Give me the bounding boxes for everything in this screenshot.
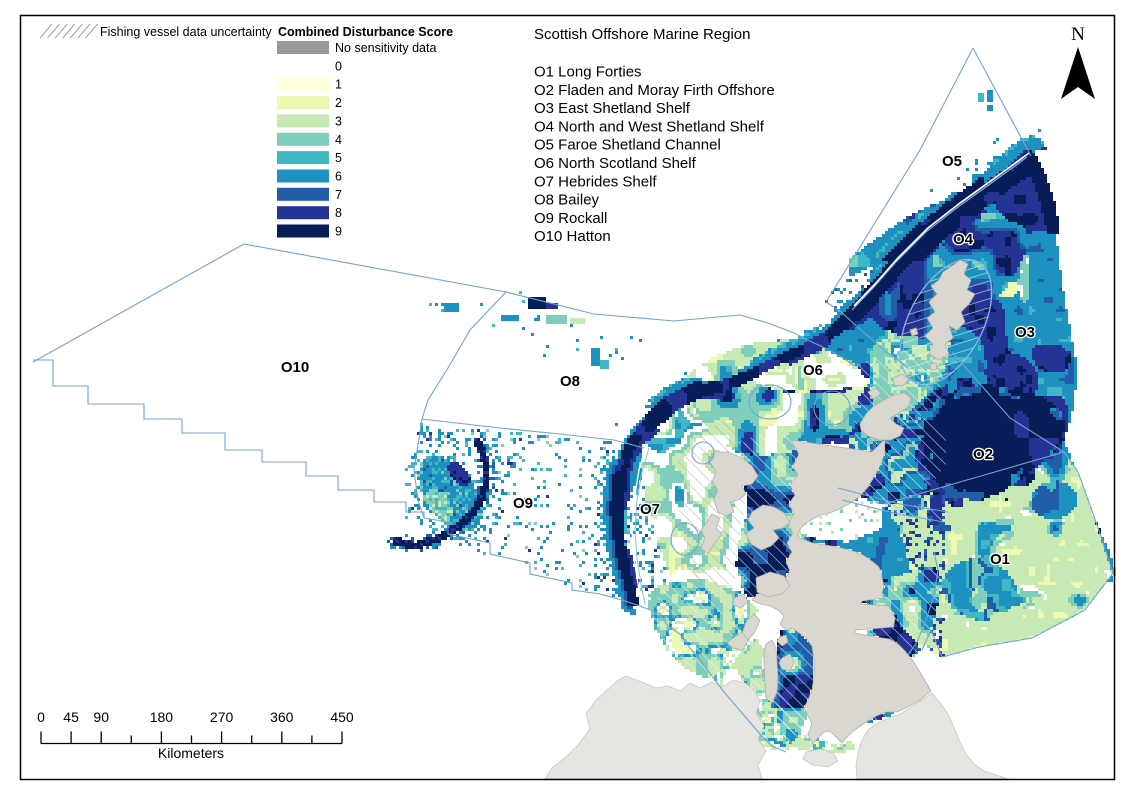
svg-text:O4 North and West Shetland She: O4 North and West Shetland Shelf — [534, 118, 765, 135]
svg-text:270: 270 — [210, 709, 234, 725]
svg-text:O7 Hebrides Shelf: O7 Hebrides Shelf — [534, 173, 657, 190]
svg-text:360: 360 — [270, 709, 294, 725]
svg-text:Scottish Offshore Marine Regio: Scottish Offshore Marine Region — [534, 26, 751, 43]
svg-text:9: 9 — [335, 225, 342, 239]
svg-text:O7: O7 — [640, 501, 660, 518]
svg-text:O9 Rockall: O9 Rockall — [534, 210, 607, 227]
svg-text:450: 450 — [330, 709, 354, 725]
svg-text:O2: O2 — [973, 446, 993, 463]
svg-text:O8: O8 — [560, 373, 580, 390]
svg-text:8: 8 — [335, 206, 342, 220]
svg-text:90: 90 — [93, 709, 109, 725]
svg-text:O6 North Scotland Shelf: O6 North Scotland Shelf — [534, 155, 697, 172]
svg-text:4: 4 — [335, 133, 342, 147]
svg-text:6: 6 — [335, 170, 342, 184]
svg-text:3: 3 — [335, 114, 342, 128]
svg-text:O9: O9 — [513, 495, 533, 512]
svg-text:1: 1 — [335, 78, 342, 92]
svg-text:Combined Disturbance Score: Combined Disturbance Score — [278, 25, 453, 39]
svg-text:Kilometers: Kilometers — [158, 745, 224, 761]
svg-text:180: 180 — [150, 709, 174, 725]
svg-text:N: N — [1071, 24, 1085, 45]
svg-text:O5 Faroe Shetland Channel: O5 Faroe Shetland Channel — [534, 137, 721, 154]
svg-text:0: 0 — [37, 709, 45, 725]
svg-text:O10 Hatton: O10 Hatton — [534, 228, 611, 245]
svg-text:O1 Long Forties: O1 Long Forties — [534, 64, 642, 81]
svg-text:45: 45 — [63, 709, 79, 725]
svg-text:2: 2 — [335, 96, 342, 110]
svg-text:No sensitivity data: No sensitivity data — [335, 41, 436, 55]
svg-text:O3: O3 — [1015, 324, 1035, 341]
svg-text:O8 Bailey: O8 Bailey — [534, 192, 600, 209]
svg-text:Fishing vessel data uncertaint: Fishing vessel data uncertainty — [100, 25, 272, 39]
svg-text:O2 Fladen and Moray Firth Offs: O2 Fladen and Moray Firth Offshore — [534, 82, 775, 99]
svg-text:5: 5 — [335, 151, 342, 165]
svg-text:7: 7 — [335, 188, 342, 202]
svg-text:O4: O4 — [953, 231, 974, 248]
svg-text:O3 East Shetland Shelf: O3 East Shetland Shelf — [534, 100, 691, 117]
svg-text:0: 0 — [335, 59, 342, 73]
svg-text:O10: O10 — [281, 359, 309, 376]
svg-text:O5: O5 — [942, 153, 962, 170]
svg-text:O6: O6 — [803, 362, 823, 379]
svg-text:O1: O1 — [990, 551, 1010, 568]
